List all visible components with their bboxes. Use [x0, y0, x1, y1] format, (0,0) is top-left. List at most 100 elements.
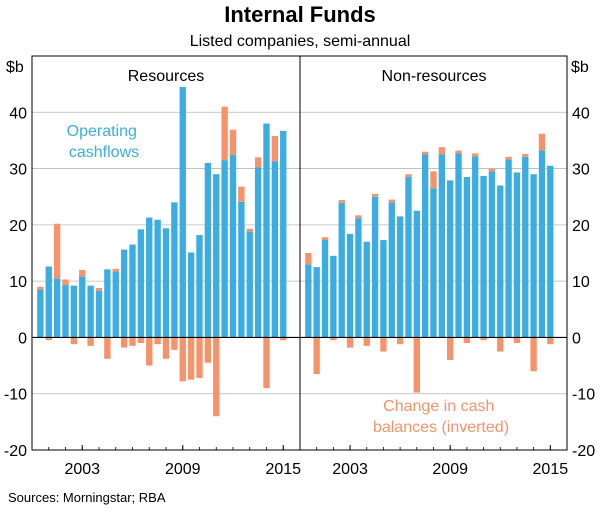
bar-operating-cashflows — [305, 264, 312, 338]
bar-operating-cashflows — [447, 180, 454, 338]
bar-change-in-cash — [421, 151, 429, 155]
bar-change-in-cash — [221, 106, 228, 161]
legend-change-in-cash: Change in cash balances (inverted) — [373, 398, 509, 436]
x-tick-label: 2009 — [165, 461, 201, 478]
bar-change-in-cash — [87, 337, 94, 346]
bar-change-in-cash — [254, 157, 262, 168]
bar-operating-cashflows — [62, 285, 69, 338]
bar-operating-cashflows — [254, 167, 262, 338]
bar-operating-cashflows — [45, 266, 52, 338]
bar-operating-cashflows — [179, 86, 186, 338]
bar-change-in-cash — [204, 337, 212, 363]
x-tick-label: 2015 — [265, 461, 301, 478]
x-tick-label: 2015 — [533, 461, 569, 478]
bar-operating-cashflows — [204, 162, 212, 338]
bar-operating-cashflows — [129, 244, 136, 338]
bar-operating-cashflows — [463, 177, 471, 338]
bar-change-in-cash — [95, 287, 103, 291]
bar-change-in-cash — [538, 133, 546, 151]
left-unit-label: $b — [6, 59, 24, 76]
bar-operating-cashflows — [221, 160, 228, 338]
legend-change-line-2: balances (inverted) — [373, 419, 509, 436]
bar-change-in-cash — [280, 337, 287, 341]
bar-operating-cashflows — [280, 130, 287, 338]
bar-operating-cashflows — [87, 285, 94, 338]
bar-change-in-cash — [120, 337, 128, 348]
bar-operating-cashflows — [229, 155, 237, 338]
bar-operating-cashflows — [522, 156, 529, 338]
bar-change-in-cash — [305, 253, 312, 265]
bar-change-in-cash — [129, 337, 136, 346]
bar-operating-cashflows — [346, 233, 354, 338]
bar-change-in-cash — [53, 223, 61, 279]
y-tick-label-right: 40 — [572, 105, 590, 122]
bar-change-in-cash — [37, 286, 44, 290]
bar-change-in-cash — [179, 337, 186, 382]
bar-change-in-cash — [187, 337, 195, 380]
bar-operating-cashflows — [263, 123, 270, 338]
bar-operating-cashflows — [547, 165, 554, 338]
bar-operating-cashflows — [330, 255, 337, 338]
bar-change-in-cash — [371, 193, 379, 197]
bar-change-in-cash — [447, 337, 454, 360]
bar-change-in-cash — [463, 337, 471, 344]
y-tick-label-left: 30 — [9, 162, 27, 179]
bar-operating-cashflows — [137, 229, 145, 338]
bar-operating-cashflows — [472, 156, 479, 338]
bar-operating-cashflows — [488, 171, 496, 338]
bar-operating-cashflows — [112, 271, 119, 338]
bar-change-in-cash — [455, 150, 462, 154]
bar-change-in-cash — [112, 268, 119, 272]
bar-change-in-cash — [196, 337, 203, 378]
bar-change-in-cash — [480, 337, 487, 341]
bar-change-in-cash — [472, 153, 479, 157]
bar-operating-cashflows — [104, 269, 111, 338]
bar-operating-cashflows — [95, 290, 103, 338]
axes: 2003 2009 2015 2003 2009 2015-20 -20-10 -100 010… — [4, 55, 595, 478]
bars — [37, 86, 554, 417]
bar-change-in-cash — [313, 337, 320, 375]
bar-change-in-cash — [530, 337, 537, 372]
bar-operating-cashflows — [380, 240, 387, 338]
bar-change-in-cash — [505, 156, 512, 160]
bar-operating-cashflows — [313, 267, 320, 338]
bar-operating-cashflows — [355, 218, 362, 338]
bar-change-in-cash — [380, 337, 387, 352]
bar-change-in-cash — [238, 186, 245, 202]
bar-change-in-cash — [522, 153, 529, 157]
bar-change-in-cash — [330, 337, 337, 341]
bar-change-in-cash — [271, 135, 279, 162]
y-tick-label-left: 20 — [9, 218, 27, 235]
bar-change-in-cash — [171, 337, 178, 350]
bar-change-in-cash — [79, 269, 86, 277]
bar-change-in-cash — [355, 215, 362, 219]
bar-operating-cashflows — [53, 278, 61, 338]
bar-operating-cashflows — [413, 210, 420, 338]
bar-change-in-cash — [497, 337, 504, 352]
bar-change-in-cash — [137, 337, 145, 344]
bar-operating-cashflows — [438, 154, 446, 338]
y-tick-label-right: 30 — [572, 162, 590, 179]
bar-change-in-cash — [146, 337, 153, 366]
y-tick-label-right: -20 — [572, 443, 595, 460]
bar-operating-cashflows — [120, 249, 128, 338]
bar-change-in-cash — [229, 129, 237, 156]
panel-title-non-resources: Non-resources — [382, 68, 487, 85]
bar-operating-cashflows — [455, 153, 462, 338]
bar-change-in-cash — [246, 228, 253, 232]
chart-subtitle: Listed companies, semi-annual — [190, 33, 411, 50]
y-tick-label-right: 10 — [572, 274, 590, 291]
bar-change-in-cash — [321, 237, 329, 241]
bar-operating-cashflows — [538, 150, 546, 338]
bar-change-in-cash — [62, 279, 69, 286]
bar-operating-cashflows — [171, 202, 178, 338]
y-tick-label-left: -10 — [4, 387, 27, 404]
bar-change-in-cash — [162, 337, 170, 359]
x-tick-label: 2003 — [332, 461, 368, 478]
bar-operating-cashflows — [405, 177, 412, 338]
y-tick-label-right: 0 — [572, 330, 581, 347]
bar-operating-cashflows — [79, 276, 86, 338]
bar-operating-cashflows — [246, 231, 253, 338]
legend-operating-line-2: cashflows — [69, 144, 139, 161]
